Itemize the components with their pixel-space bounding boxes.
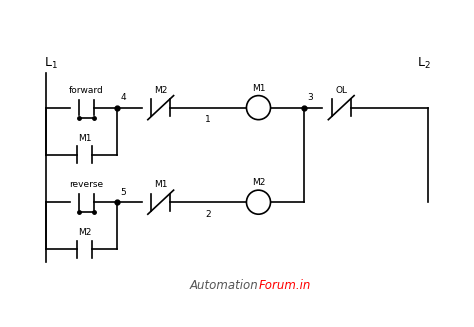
Text: M1: M1 <box>78 134 91 143</box>
Text: 5: 5 <box>120 188 126 197</box>
Text: M2: M2 <box>154 86 167 95</box>
Text: M2: M2 <box>78 229 91 237</box>
Text: L$_1$: L$_1$ <box>44 56 57 71</box>
Text: 4: 4 <box>120 94 126 102</box>
Text: reverse: reverse <box>70 180 104 189</box>
Text: 1: 1 <box>205 115 211 124</box>
Text: L$_2$: L$_2$ <box>417 56 430 71</box>
Text: M1: M1 <box>154 180 167 189</box>
Text: forward: forward <box>69 86 104 95</box>
Text: Automation: Automation <box>190 280 258 292</box>
Text: OL: OL <box>335 86 347 95</box>
Text: Forum.in: Forum.in <box>258 280 311 292</box>
Text: 2: 2 <box>206 210 211 219</box>
Text: M2: M2 <box>252 178 265 187</box>
Text: M1: M1 <box>252 84 265 93</box>
Text: 3: 3 <box>307 94 313 102</box>
